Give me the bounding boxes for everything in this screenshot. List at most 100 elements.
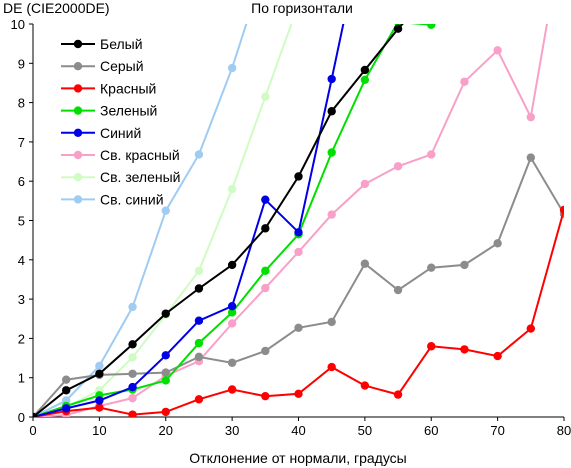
data-point bbox=[33, 412, 38, 417]
data-point bbox=[493, 239, 502, 248]
data-point bbox=[261, 391, 270, 401]
legend-marker bbox=[73, 128, 83, 137]
data-point bbox=[261, 92, 270, 101]
x-tick-label: 50 bbox=[358, 423, 372, 438]
data-point bbox=[460, 260, 469, 270]
series-6 bbox=[33, 24, 293, 417]
x-tick-label: 10 bbox=[92, 423, 106, 438]
series-4 bbox=[33, 24, 345, 417]
series-line bbox=[33, 24, 404, 417]
x-tick-label: 20 bbox=[159, 423, 173, 438]
data-point bbox=[194, 266, 204, 276]
data-point bbox=[427, 150, 436, 159]
chart-title: По горизонтали bbox=[251, 0, 353, 16]
legend-item: Зеленый bbox=[61, 103, 157, 119]
series-3 bbox=[33, 24, 436, 417]
data-point bbox=[95, 369, 104, 378]
data-point bbox=[227, 260, 237, 270]
y-tick-label: 1 bbox=[18, 371, 25, 386]
legend-item: Синий bbox=[61, 125, 141, 141]
data-point bbox=[327, 317, 336, 327]
data-point bbox=[95, 396, 104, 405]
series-layer bbox=[33, 24, 564, 417]
data-point bbox=[161, 407, 170, 417]
data-point bbox=[194, 284, 204, 293]
data-point bbox=[493, 351, 502, 361]
legend-label: Серый bbox=[100, 58, 144, 74]
data-point bbox=[559, 205, 564, 215]
data-point bbox=[261, 346, 270, 356]
x-tick-label: 0 bbox=[29, 423, 36, 438]
data-point bbox=[327, 148, 336, 157]
data-point bbox=[360, 75, 370, 85]
data-point bbox=[128, 410, 137, 417]
data-point bbox=[227, 184, 237, 194]
data-point bbox=[194, 316, 204, 325]
data-point bbox=[427, 263, 436, 272]
legend: Белый Серый Красный Зеленый Синий Св. красный… bbox=[61, 36, 180, 207]
legend-label: Зеленый bbox=[100, 103, 157, 119]
data-point bbox=[261, 283, 270, 293]
series-7 bbox=[33, 24, 248, 417]
data-point bbox=[294, 172, 303, 181]
series-line bbox=[33, 24, 248, 417]
data-point bbox=[161, 206, 170, 215]
data-point bbox=[227, 308, 237, 317]
legend-marker bbox=[73, 173, 83, 182]
legend-marker bbox=[73, 106, 83, 115]
legend-item: Серый bbox=[61, 58, 144, 74]
data-point bbox=[393, 162, 403, 171]
series-line bbox=[33, 24, 432, 417]
data-point bbox=[227, 63, 237, 73]
data-point bbox=[460, 77, 469, 86]
data-point bbox=[261, 266, 270, 276]
data-point bbox=[294, 323, 303, 332]
y-tick-label: 0 bbox=[18, 410, 25, 425]
data-point bbox=[128, 353, 137, 362]
data-point bbox=[294, 389, 303, 399]
legend-label: Св. синий bbox=[100, 191, 164, 207]
legend-label: Синий bbox=[100, 125, 141, 141]
legend-marker bbox=[73, 61, 83, 71]
y-tick-label: 9 bbox=[18, 56, 25, 71]
data-point bbox=[294, 247, 303, 257]
y-tick-label: 5 bbox=[18, 214, 25, 229]
legend-item: Св. красный bbox=[61, 147, 180, 163]
data-point bbox=[393, 285, 403, 295]
x-axis-label: Отклонение от нормали, градусы bbox=[189, 450, 406, 466]
data-point bbox=[161, 309, 170, 318]
legend-marker bbox=[73, 195, 83, 204]
legend-label: Св. красный bbox=[100, 147, 180, 163]
data-point bbox=[327, 74, 336, 84]
data-point bbox=[161, 376, 170, 385]
y-tick-label: 6 bbox=[18, 174, 25, 189]
data-point bbox=[128, 382, 137, 392]
data-point bbox=[128, 340, 137, 349]
data-point bbox=[360, 259, 370, 268]
data-point bbox=[227, 319, 237, 328]
y-tick-label: 7 bbox=[18, 135, 25, 150]
legend-item: Красный bbox=[61, 80, 156, 96]
x-tick-label: 60 bbox=[424, 423, 438, 438]
data-point bbox=[128, 302, 137, 312]
data-point bbox=[95, 361, 104, 371]
data-point bbox=[393, 390, 403, 399]
y-tick-label: 8 bbox=[18, 96, 25, 111]
x-tick-label: 30 bbox=[225, 423, 239, 438]
series-2 bbox=[33, 205, 564, 417]
y-tick-label: 4 bbox=[18, 253, 25, 268]
data-point bbox=[526, 153, 536, 162]
data-point bbox=[493, 46, 502, 55]
data-point bbox=[161, 351, 170, 360]
x-tick-label: 80 bbox=[557, 423, 571, 438]
data-point bbox=[128, 393, 137, 403]
series-line bbox=[33, 209, 564, 417]
legend-label: Красный bbox=[100, 80, 156, 96]
legend-item: Св. зеленый bbox=[61, 169, 180, 185]
x-tick-label: 70 bbox=[490, 423, 504, 438]
data-point bbox=[227, 358, 237, 367]
legend-item: Св. синий bbox=[61, 191, 164, 207]
data-point bbox=[194, 338, 204, 348]
data-point bbox=[227, 385, 237, 394]
data-point bbox=[194, 150, 204, 159]
